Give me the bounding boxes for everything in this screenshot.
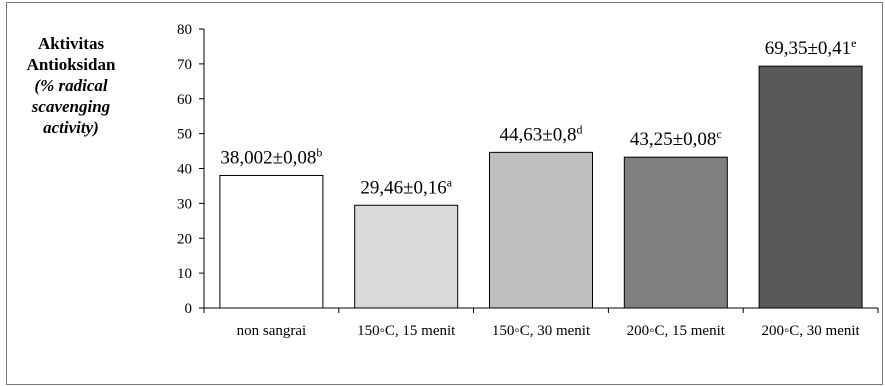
data-labels: 38,002±0,08b 29,46±0,16a 44,63±0,8d 43,25±0…	[220, 36, 856, 198]
y-tick-label: 0	[185, 301, 193, 317]
data-label-value: 44,63±0,8	[500, 124, 577, 145]
data-label-value: 43,25±0,08	[630, 129, 716, 150]
y-axis-title: Aktivitas Antioksidan (% radical scaveng…	[8, 33, 134, 138]
data-label: 69,35±0,41e	[765, 36, 857, 59]
bar	[623, 156, 728, 309]
x-tick-label: 200◦C, 30 menit	[761, 323, 860, 339]
data-label: 29,46±0,16a	[360, 175, 452, 198]
data-label-letter: b	[316, 145, 322, 159]
bar	[758, 65, 863, 309]
x-tick-label: 150◦C, 30 menit	[492, 323, 591, 339]
y-axis-title-line-5: activity)	[43, 118, 99, 137]
y-tick-label: 70	[177, 57, 192, 73]
x-tick-label: 150◦C, 15 menit	[357, 323, 456, 339]
y-tick-label: 10	[177, 266, 192, 282]
data-label-letter: e	[851, 36, 856, 50]
bars	[219, 65, 863, 309]
data-label: 44,63±0,8d	[500, 122, 583, 145]
bar	[489, 151, 593, 309]
y-tick-label: 50	[177, 127, 192, 143]
x-tick-label: 200◦C, 15 menit	[627, 323, 726, 339]
y-tick-label: 20	[177, 231, 192, 247]
data-label-value: 69,35±0,41	[765, 38, 851, 59]
data-label: 43,25±0,08c	[630, 127, 722, 150]
data-label-letter: a	[447, 175, 453, 189]
data-label-letter: d	[576, 122, 582, 136]
data-label-value: 38,002±0,08	[220, 147, 316, 168]
chart-frame	[6, 2, 883, 385]
x-tick-label: non sangrai	[237, 323, 307, 339]
y-tick-label: 30	[177, 196, 192, 212]
data-label-value: 29,46±0,16	[360, 177, 446, 198]
y-axis-title-line-3: (% radical	[34, 76, 108, 95]
y-axis-title-line-1: Aktivitas	[37, 34, 105, 53]
data-label: 38,002±0,08b	[220, 145, 322, 168]
y-axis-title-line-4: scavenging	[31, 97, 111, 116]
bar	[219, 174, 324, 309]
y-tick-label: 60	[177, 92, 192, 108]
y-tick-label: 40	[177, 162, 192, 178]
data-label-letter: c	[716, 127, 721, 141]
y-tick-label: 80	[177, 22, 192, 38]
bar	[354, 204, 459, 309]
y-axis-title-line-2: Antioksidan	[26, 55, 116, 74]
